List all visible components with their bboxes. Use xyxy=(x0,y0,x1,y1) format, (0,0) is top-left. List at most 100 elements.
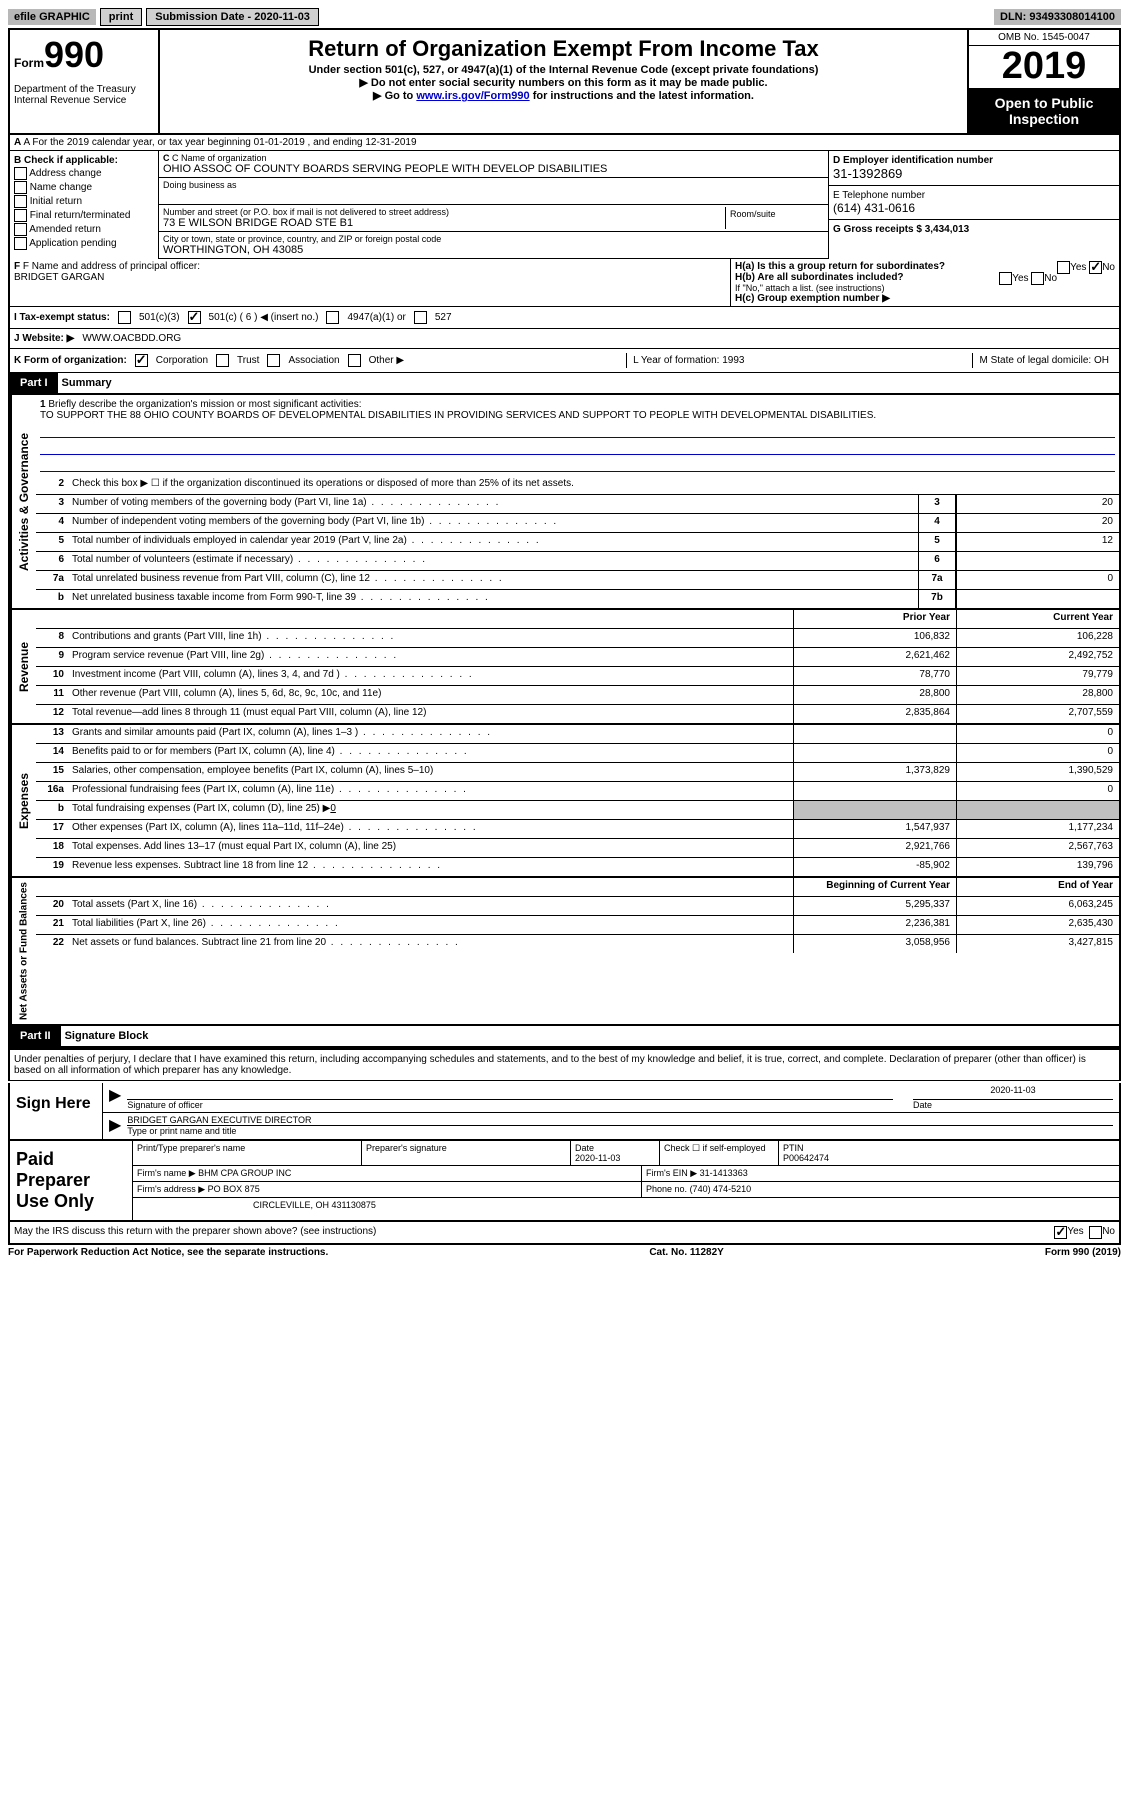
line-8-prior: 106,832 xyxy=(793,629,956,647)
section-i: I Tax-exempt status: 501(c)(3) 501(c) ( … xyxy=(8,307,1121,329)
line-12-prior: 2,835,864 xyxy=(793,705,956,723)
section-c: C C Name of organization OHIO ASSOC OF C… xyxy=(159,151,829,259)
firm-city: CIRCLEVILLE, OH 431130875 xyxy=(133,1198,1119,1212)
line-5-value: 12 xyxy=(956,533,1119,551)
line-18-prior: 2,921,766 xyxy=(793,839,956,857)
perjury-declaration: Under penalties of perjury, I declare th… xyxy=(8,1048,1121,1081)
irs-link[interactable]: www.irs.gov/Form990 xyxy=(416,90,529,102)
checkbox-assoc[interactable] xyxy=(267,354,280,367)
section-k: K Form of organization: Corporation Trus… xyxy=(8,349,1121,373)
city-state-zip: WORTHINGTON, OH 43085 xyxy=(163,244,824,256)
form-header: Form990 Department of the Treasury Inter… xyxy=(8,28,1121,135)
checkbox-final-return[interactable] xyxy=(14,209,27,222)
line-13-current: 0 xyxy=(956,725,1119,743)
checkbox-527[interactable] xyxy=(414,311,427,324)
net-assets-section: Net Assets or Fund Balances Beginning of… xyxy=(8,878,1121,1026)
tax-year: 2019 xyxy=(969,46,1119,89)
line-19-current: 139,796 xyxy=(956,858,1119,876)
checkbox-trust[interactable] xyxy=(216,354,229,367)
line-10-prior: 78,770 xyxy=(793,667,956,685)
arrow-icon: ▶ xyxy=(109,1115,121,1137)
line-16a-current: 0 xyxy=(956,782,1119,800)
principal-officer: BRIDGET GARGAN xyxy=(14,272,104,283)
line-15-current: 1,390,529 xyxy=(956,763,1119,781)
print-button[interactable]: print xyxy=(100,8,142,26)
line-19-prior: -85,902 xyxy=(793,858,956,876)
line-16b-value: 0 xyxy=(330,803,336,814)
line-16a-prior xyxy=(793,782,956,800)
line-11-prior: 28,800 xyxy=(793,686,956,704)
part-1-header: Part I Summary xyxy=(8,373,1121,395)
ptin: P00642474 xyxy=(783,1153,829,1163)
line-7b-value xyxy=(956,590,1119,608)
part-2-header: Part II Signature Block xyxy=(8,1026,1121,1048)
checkbox-ha-yes[interactable] xyxy=(1057,261,1070,274)
line-22-begin: 3,058,956 xyxy=(793,935,956,953)
line-4-value: 20 xyxy=(956,514,1119,532)
firm-phone: (740) 474-5210 xyxy=(690,1184,752,1194)
section-b: B Check if applicable: Address change Na… xyxy=(10,151,159,259)
line-21-begin: 2,236,381 xyxy=(793,916,956,934)
preparer-block: Paid Preparer Use Only Print/Type prepar… xyxy=(8,1141,1121,1222)
omb-number: OMB No. 1545-0047 xyxy=(969,30,1119,46)
line-20-begin: 5,295,337 xyxy=(793,897,956,915)
checkbox-amended[interactable] xyxy=(14,223,27,236)
checkbox-address-change[interactable] xyxy=(14,167,27,180)
checkbox-hb-no[interactable] xyxy=(1031,272,1044,285)
year-formation: L Year of formation: 1993 xyxy=(626,353,750,368)
line-9-prior: 2,621,462 xyxy=(793,648,956,666)
checkbox-hb-yes[interactable] xyxy=(999,272,1012,285)
section-fh: F F Name and address of principal office… xyxy=(8,259,1121,307)
line-14-prior xyxy=(793,744,956,762)
line-7a-value: 0 xyxy=(956,571,1119,589)
instruction-2: ▶ Go to www.irs.gov/Form990 for instruct… xyxy=(164,89,963,102)
checkbox-initial-return[interactable] xyxy=(14,195,27,208)
firm-ein: 31-1413363 xyxy=(700,1168,748,1178)
firm-address: PO BOX 875 xyxy=(208,1184,260,1194)
checkbox-discuss-no[interactable] xyxy=(1089,1226,1102,1239)
line-18-current: 2,567,763 xyxy=(956,839,1119,857)
page-footer: For Paperwork Reduction Act Notice, see … xyxy=(8,1245,1121,1260)
sign-date: 2020-11-03 xyxy=(913,1085,1113,1100)
checkbox-discuss-yes[interactable] xyxy=(1054,1226,1067,1239)
dba xyxy=(163,190,824,202)
checkbox-name-change[interactable] xyxy=(14,181,27,194)
section-a: A A For the 2019 calendar year, or tax y… xyxy=(8,135,1121,151)
arrow-icon: ▶ xyxy=(109,1085,121,1110)
line-14-current: 0 xyxy=(956,744,1119,762)
room-suite: Room/suite xyxy=(726,207,824,229)
org-name: OHIO ASSOC OF COUNTY BOARDS SERVING PEOP… xyxy=(163,163,824,175)
expenses-section: Expenses 13Grants and similar amounts pa… xyxy=(8,725,1121,878)
prep-date: 2020-11-03 xyxy=(575,1153,620,1163)
checkbox-ha-no[interactable] xyxy=(1089,261,1102,274)
submission-date: Submission Date - 2020-11-03 xyxy=(146,8,319,26)
line-13-prior xyxy=(793,725,956,743)
form-title: Return of Organization Exempt From Incom… xyxy=(164,36,963,62)
ein: 31-1392869 xyxy=(833,166,902,181)
line-6-value xyxy=(956,552,1119,570)
dln-label: DLN: 93493308014100 xyxy=(994,9,1121,25)
website: WWW.OACBDD.ORG xyxy=(82,333,181,344)
form-number: Form990 xyxy=(14,34,154,76)
section-j: J Website: ▶ WWW.OACBDD.ORG xyxy=(8,329,1121,349)
efile-label: efile GRAPHIC xyxy=(8,9,96,25)
line-9-current: 2,492,752 xyxy=(956,648,1119,666)
checkbox-501c[interactable] xyxy=(188,311,201,324)
line-17-current: 1,177,234 xyxy=(956,820,1119,838)
checkbox-corp[interactable] xyxy=(135,354,148,367)
section-deg: D Employer identification number 31-1392… xyxy=(829,151,1119,259)
checkbox-application-pending[interactable] xyxy=(14,237,27,250)
open-public-label: Open to Public Inspection xyxy=(969,89,1119,133)
checkbox-4947[interactable] xyxy=(326,311,339,324)
line-8-current: 106,228 xyxy=(956,629,1119,647)
line-15-prior: 1,373,829 xyxy=(793,763,956,781)
line-17-prior: 1,547,937 xyxy=(793,820,956,838)
checkbox-501c3[interactable] xyxy=(118,311,131,324)
state-domicile: M State of legal domicile: OH xyxy=(972,353,1115,368)
line-3-value: 20 xyxy=(956,495,1119,513)
phone: (614) 431-0616 xyxy=(833,201,915,215)
instruction-1: ▶ Do not enter social security numbers o… xyxy=(164,76,963,89)
line-21-end: 2,635,430 xyxy=(956,916,1119,934)
checkbox-other[interactable] xyxy=(348,354,361,367)
line-11-current: 28,800 xyxy=(956,686,1119,704)
